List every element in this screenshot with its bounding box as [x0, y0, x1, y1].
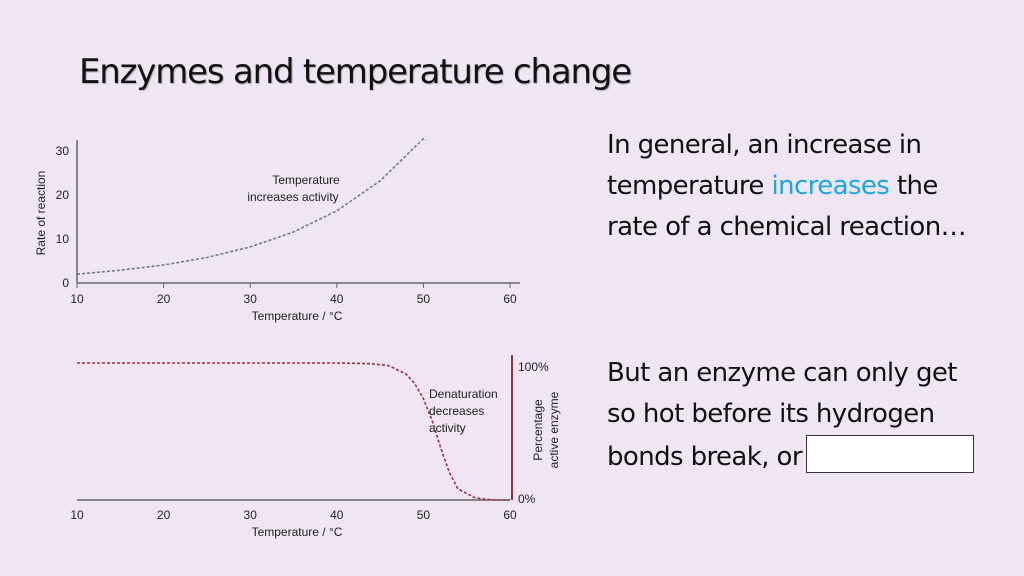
chart1-x-axis-label: Temperature / °C: [252, 309, 343, 323]
slide-title: Enzymes and temperature change: [79, 52, 632, 92]
chart2-y-tick-label-top: 100%: [518, 360, 549, 374]
chart2-x-axis-label: Temperature / °C: [252, 525, 343, 539]
chart1-y-tick-label: 20: [56, 188, 70, 202]
chart2-y-tick-label-bottom: 0%: [518, 492, 536, 506]
paragraph1-text-start: In general, an increase in temperature: [607, 130, 922, 201]
chart2-x-tick-label: 30: [244, 508, 258, 522]
chart2-x-tick-label: 50: [417, 508, 431, 522]
paragraph2-text: But an enzyme can only get so hot before…: [607, 358, 957, 472]
chart2-x-tick-label: 60: [503, 508, 517, 522]
paragraph1-text-end: the rate of a chemical reaction…: [607, 171, 967, 242]
chart1-x-tick-label: 60: [503, 292, 517, 306]
chart2-series-line: [77, 362, 510, 501]
chart2-y-axis-label-line2: active enzyme: [547, 391, 561, 468]
chart2-annotation-line3: activity: [429, 421, 466, 435]
paragraph-rate-increase: In general, an increase in temperature i…: [607, 125, 987, 248]
chart1-y-tick-label: 0: [62, 276, 69, 290]
chart1-x-tick-label: 40: [330, 292, 344, 306]
chart2-x-tick-label: 10: [70, 508, 84, 522]
chart1-annotation-line2: increases activity: [247, 190, 338, 204]
chart2-x-tick-label: 20: [157, 508, 171, 522]
highlighted-word-increases: increases: [771, 171, 890, 201]
paragraph-enzyme-limit: But an enzyme can only get so hot before…: [607, 353, 987, 478]
chart1-y-axis-label: Rate of reaction: [34, 171, 48, 256]
answer-blank-box[interactable]: [805, 435, 974, 473]
chart2-annotation-line1: Denaturation: [429, 387, 498, 401]
chart2-annotation-line2: decreases: [429, 404, 484, 418]
chart2-y-axis-label-line1: Percentage: [531, 399, 545, 461]
chart1-series-line: [76, 137, 427, 275]
chart1-x-tick-label: 10: [70, 292, 84, 306]
chart1-y-tick-label: 10: [56, 232, 70, 246]
chart1-y-tick-label: 30: [56, 144, 70, 158]
chart1-x-tick-label: 20: [157, 292, 171, 306]
chart1-annotation-line1: Temperature: [272, 173, 340, 187]
chart2-x-tick-label: 40: [330, 508, 344, 522]
chart1-x-tick-label: 50: [417, 292, 431, 306]
chart1-x-tick-label: 30: [244, 292, 258, 306]
